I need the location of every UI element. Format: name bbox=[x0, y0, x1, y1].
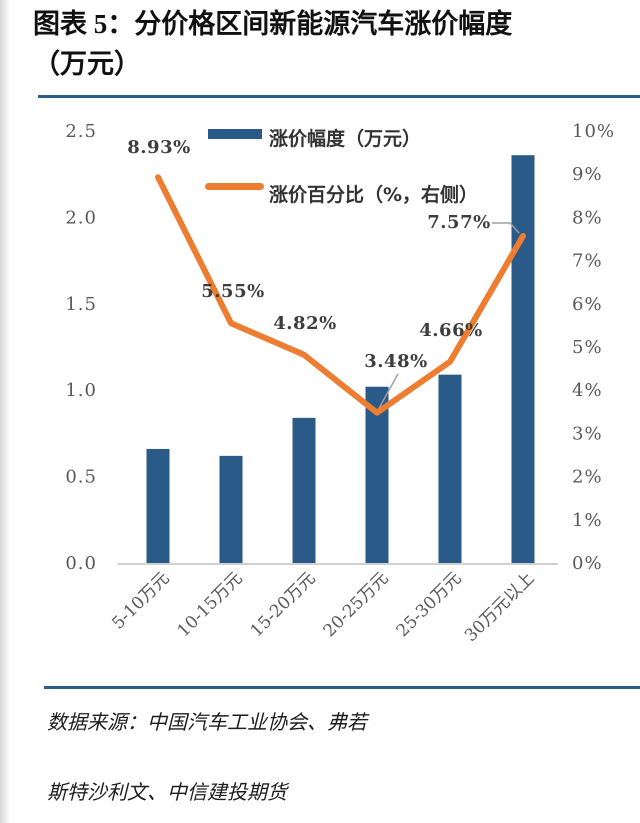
data-label-3.48%: 3.48% bbox=[364, 351, 427, 372]
left-axis-tick-2.0: 2.0 bbox=[65, 207, 97, 228]
bar-15-20万元 bbox=[292, 417, 316, 563]
data-label-8.93%: 8.93% bbox=[127, 137, 190, 158]
x-axis-label-5-10万元: 5-10万元 bbox=[108, 568, 173, 633]
title-divider-rule bbox=[38, 95, 640, 98]
data-label-7.57%: 7.57% bbox=[427, 212, 490, 233]
left-axis-tick-2.5: 2.5 bbox=[65, 121, 97, 142]
right-axis-tick-3%: 3% bbox=[572, 423, 603, 444]
page-edge-shadow bbox=[0, 0, 10, 823]
data-label-4.66%: 4.66% bbox=[419, 320, 482, 341]
left-axis-tick-1.5: 1.5 bbox=[65, 294, 97, 315]
left-axis-tick-0.0: 0.0 bbox=[65, 553, 97, 574]
right-axis-tick-7%: 7% bbox=[572, 251, 603, 272]
right-axis-tick-1%: 1% bbox=[572, 510, 603, 531]
data-source-line1: 数据来源：中国汽车工业协会、弗若 bbox=[47, 712, 367, 734]
price-increase-combo-chart: 0.0 0.5 1.0 1.5 2.0 2.5 0% 1% 2% 3% 4% 5% 6% 7% 8% 9% 10… bbox=[65, 121, 615, 646]
bar-5-10万元 bbox=[146, 448, 170, 563]
right-axis-tick-9%: 9% bbox=[572, 164, 603, 185]
legend-bar-swatch bbox=[208, 129, 262, 139]
leader-line-7.57 bbox=[492, 222, 520, 234]
figure-title-line2: （万元） bbox=[33, 49, 141, 79]
right-axis-tick-10%: 10% bbox=[572, 121, 615, 142]
right-axis-tick-8%: 8% bbox=[572, 207, 603, 228]
data-label-4.82%: 4.82% bbox=[273, 313, 336, 334]
bar-10-15万元 bbox=[219, 455, 243, 563]
data-source-note: 数据来源：中国汽车工业协会、弗若 斯特沙利文、中信建投期货 bbox=[47, 710, 607, 806]
bar-30万元以上 bbox=[511, 155, 535, 563]
bar-25-30万元 bbox=[438, 374, 462, 563]
data-source-line2: 斯特沙利文、中信建投期货 bbox=[47, 782, 287, 804]
footer-divider-rule bbox=[44, 686, 640, 689]
x-axis-label-15-20万元: 15-20万元 bbox=[247, 568, 320, 641]
percent-line-series bbox=[155, 174, 526, 416]
x-axis-label-10-15万元: 10-15万元 bbox=[174, 568, 247, 641]
left-axis-tick-0.5: 0.5 bbox=[65, 467, 97, 488]
right-axis-tick-0%: 0% bbox=[572, 553, 603, 574]
figure-title-line1: 图表 5：分价格区间新能源汽车涨价幅度 bbox=[33, 9, 513, 39]
right-axis-tick-6%: 6% bbox=[572, 294, 603, 315]
left-axis-tick-1.0: 1.0 bbox=[65, 380, 97, 401]
legend-line-label: 涨价百分比（%，右侧） bbox=[269, 183, 478, 206]
legend-line-swatch bbox=[205, 183, 264, 190]
x-axis-label-20-25万元: 20-25万元 bbox=[320, 568, 393, 641]
right-axis-tick-4%: 4% bbox=[572, 380, 603, 401]
right-axis-tick-5%: 5% bbox=[572, 337, 603, 358]
right-axis-tick-2%: 2% bbox=[572, 467, 603, 488]
bar-20-25万元 bbox=[365, 386, 389, 563]
leader-line-3.48 bbox=[377, 373, 399, 411]
legend-bar-label: 涨价幅度（万元） bbox=[269, 127, 421, 150]
data-label-5.55%: 5.55% bbox=[201, 281, 264, 302]
x-axis-label-30万元以上: 30万元以上 bbox=[461, 568, 539, 646]
figure-title: 图表 5：分价格区间新能源汽车涨价幅度 （万元） bbox=[33, 4, 623, 84]
x-axis-label-25-30万元: 25-30万元 bbox=[393, 568, 466, 641]
